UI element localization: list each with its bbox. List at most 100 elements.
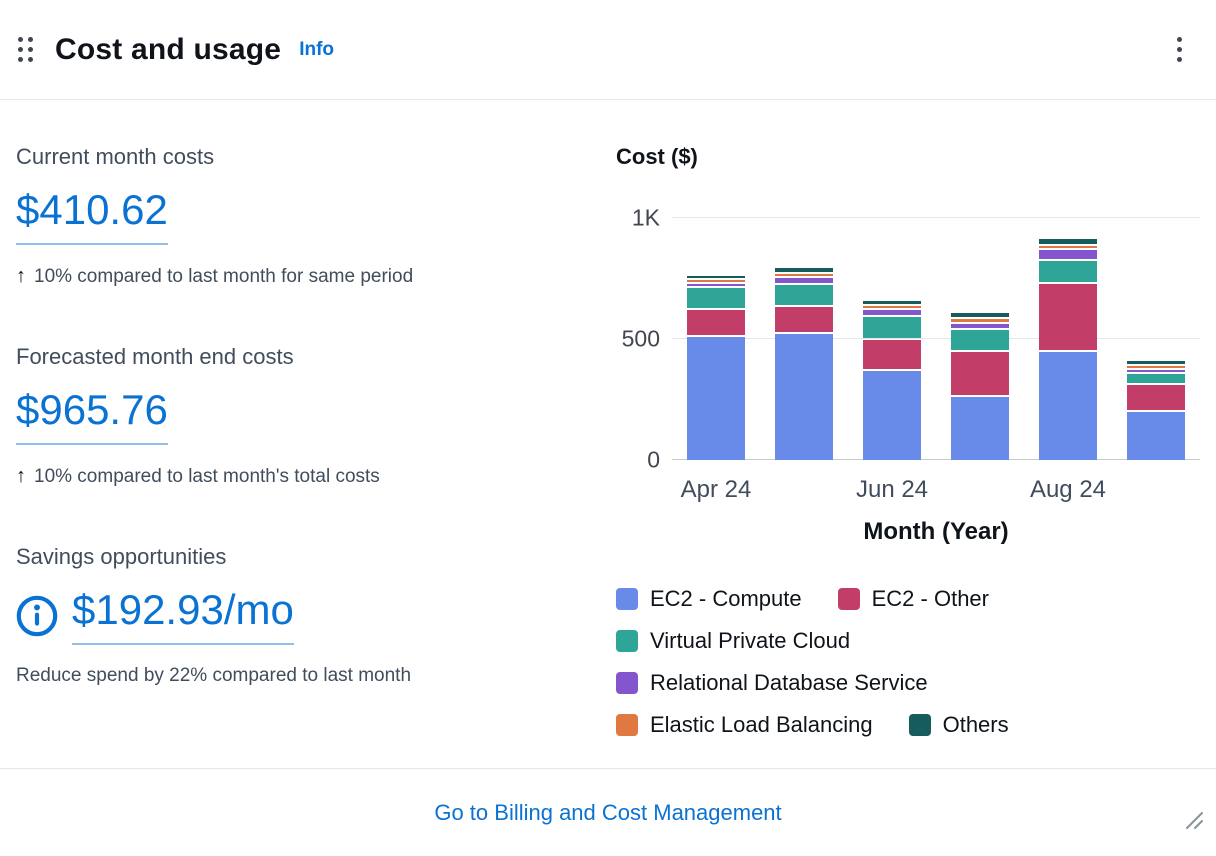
chart-bar[interactable] bbox=[672, 218, 760, 460]
chart-legend: EC2 - Compute EC2 - Other Virtual Private … bbox=[616, 586, 1181, 738]
resize-handle-icon[interactable] bbox=[1184, 810, 1204, 830]
plot-area bbox=[672, 217, 1200, 460]
bar-segment[interactable] bbox=[951, 313, 1009, 318]
bar-segment[interactable] bbox=[863, 300, 921, 304]
savings-opportunities-link[interactable]: $192.93/mo bbox=[72, 586, 294, 645]
current-month-costs-section: Current month costs $410.62 ↑ 10% compar… bbox=[16, 144, 616, 288]
widget-menu-button[interactable] bbox=[1169, 31, 1190, 68]
bar-segment[interactable] bbox=[1127, 369, 1185, 372]
legend-label: Elastic Load Balancing bbox=[650, 712, 873, 737]
current-month-costs-link[interactable]: $410.62 bbox=[16, 186, 168, 245]
bar-segment[interactable] bbox=[1039, 246, 1097, 249]
metric-note: ↑ 10% compared to last month for same pe… bbox=[16, 265, 616, 288]
legend-item[interactable]: Relational Database Service bbox=[616, 670, 928, 696]
widget-body: Current month costs $410.62 ↑ 10% compar… bbox=[0, 100, 1216, 743]
metric-note: ↑ 10% compared to last month's total cos… bbox=[16, 465, 616, 488]
drag-handle-icon[interactable] bbox=[14, 33, 37, 66]
billing-management-link[interactable]: Go to Billing and Cost Management bbox=[434, 799, 782, 825]
bar-segment[interactable] bbox=[687, 287, 745, 308]
bar-segment[interactable] bbox=[687, 275, 745, 278]
widget-footer: Go to Billing and Cost Management bbox=[0, 768, 1216, 856]
bar-segment[interactable] bbox=[951, 396, 1009, 460]
legend-swatch-icon bbox=[908, 714, 931, 736]
bar-segment[interactable] bbox=[1127, 412, 1185, 460]
trend-up-icon: ↑ bbox=[16, 265, 26, 287]
legend-label: Others bbox=[942, 712, 1009, 737]
chart-title: Cost ($) bbox=[616, 144, 698, 169]
chart-bar[interactable] bbox=[1024, 218, 1112, 460]
bar-segment[interactable] bbox=[863, 316, 921, 338]
x-tick-label: Jun 24 bbox=[855, 476, 929, 503]
page-title: Cost and usage bbox=[55, 32, 282, 66]
y-tick-label: 500 bbox=[621, 325, 660, 352]
forecasted-costs-section: Forecasted month end costs $965.76 ↑ 10%… bbox=[16, 344, 616, 488]
metric-label: Forecasted month end costs bbox=[16, 344, 294, 369]
legend-swatch-icon bbox=[616, 714, 638, 736]
legend-item[interactable]: Others bbox=[908, 712, 1009, 738]
legend-label: EC2 - Compute bbox=[650, 586, 802, 611]
bar-segment[interactable] bbox=[1127, 373, 1185, 383]
bar-segment[interactable] bbox=[1127, 360, 1185, 364]
chart-bar[interactable] bbox=[848, 218, 936, 460]
legend-label: Virtual Private Cloud bbox=[650, 628, 851, 653]
info-icon[interactable] bbox=[16, 595, 58, 637]
bar-segment[interactable] bbox=[863, 305, 921, 308]
chart-plot: 0 500 1K bbox=[616, 205, 1200, 473]
legend-item[interactable]: EC2 - Other bbox=[837, 586, 989, 612]
bar-segment[interactable] bbox=[1039, 351, 1097, 460]
widget-header: Cost and usage Info bbox=[0, 0, 1216, 100]
bar-segment[interactable] bbox=[863, 371, 921, 460]
gridline bbox=[672, 217, 1200, 218]
bar-segment[interactable] bbox=[687, 279, 745, 282]
metrics-column: Current month costs $410.62 ↑ 10% compar… bbox=[16, 144, 616, 743]
bar-segment[interactable] bbox=[687, 309, 745, 336]
legend-swatch-icon bbox=[616, 630, 638, 652]
metric-note-text: Reduce spend by 22% compared to last mon… bbox=[16, 665, 412, 686]
legend-item[interactable]: Elastic Load Balancing bbox=[616, 712, 873, 738]
legend-item[interactable]: Virtual Private Cloud bbox=[616, 628, 850, 654]
legend-item[interactable]: EC2 - Compute bbox=[616, 586, 802, 612]
x-tick-label: Apr 24 bbox=[680, 476, 752, 503]
legend-swatch-icon bbox=[616, 588, 638, 610]
gridline bbox=[672, 338, 1200, 339]
bar-segment[interactable] bbox=[1039, 261, 1097, 283]
legend-label: EC2 - Other bbox=[871, 586, 989, 611]
bar-segment[interactable] bbox=[1127, 365, 1185, 368]
bar-segment[interactable] bbox=[863, 309, 921, 315]
bar-segment[interactable] bbox=[951, 330, 1009, 350]
bar-segment[interactable] bbox=[951, 351, 1009, 395]
metric-note-text: 10% compared to last month for same peri… bbox=[34, 265, 414, 287]
chart-bar[interactable] bbox=[936, 218, 1024, 460]
bar-segment[interactable] bbox=[687, 283, 745, 286]
legend-swatch-icon bbox=[616, 672, 638, 694]
bar-segment[interactable] bbox=[775, 285, 833, 306]
bar-segment[interactable] bbox=[1039, 284, 1097, 350]
metric-note: Reduce spend by 22% compared to last mon… bbox=[16, 665, 616, 687]
metric-note-text: 10% compared to last month's total costs bbox=[34, 465, 380, 487]
x-tick-label: Aug 24 bbox=[1029, 476, 1107, 503]
bar-segment[interactable] bbox=[687, 337, 745, 460]
chart-bar[interactable] bbox=[1112, 218, 1200, 460]
savings-opportunities-section: Savings opportunities $192.93/mo Reduce … bbox=[16, 544, 616, 687]
bar-segment[interactable] bbox=[951, 324, 1009, 329]
gridline bbox=[672, 459, 1200, 460]
chart-bar[interactable] bbox=[760, 218, 848, 460]
trend-up-icon: ↑ bbox=[16, 465, 26, 487]
bar-segment[interactable] bbox=[775, 333, 833, 460]
bar-segment[interactable] bbox=[951, 319, 1009, 323]
metric-label: Current month costs bbox=[16, 144, 215, 169]
bar-segment[interactable] bbox=[1039, 239, 1097, 245]
info-link[interactable]: Info bbox=[299, 38, 335, 60]
bar-segment[interactable] bbox=[775, 278, 833, 284]
legend-label: Relational Database Service bbox=[650, 670, 928, 695]
bar-segment[interactable] bbox=[775, 268, 833, 273]
bar-segment[interactable] bbox=[1039, 250, 1097, 260]
bar-segment[interactable] bbox=[863, 339, 921, 370]
metric-label: Savings opportunities bbox=[16, 544, 227, 569]
bar-segment[interactable] bbox=[775, 307, 833, 332]
bar-segment[interactable] bbox=[1127, 384, 1185, 411]
vertical-ellipsis-icon bbox=[1177, 37, 1182, 42]
forecasted-costs-link[interactable]: $965.76 bbox=[16, 386, 168, 445]
bar-segment[interactable] bbox=[775, 274, 833, 277]
x-tick-label bbox=[760, 476, 848, 504]
